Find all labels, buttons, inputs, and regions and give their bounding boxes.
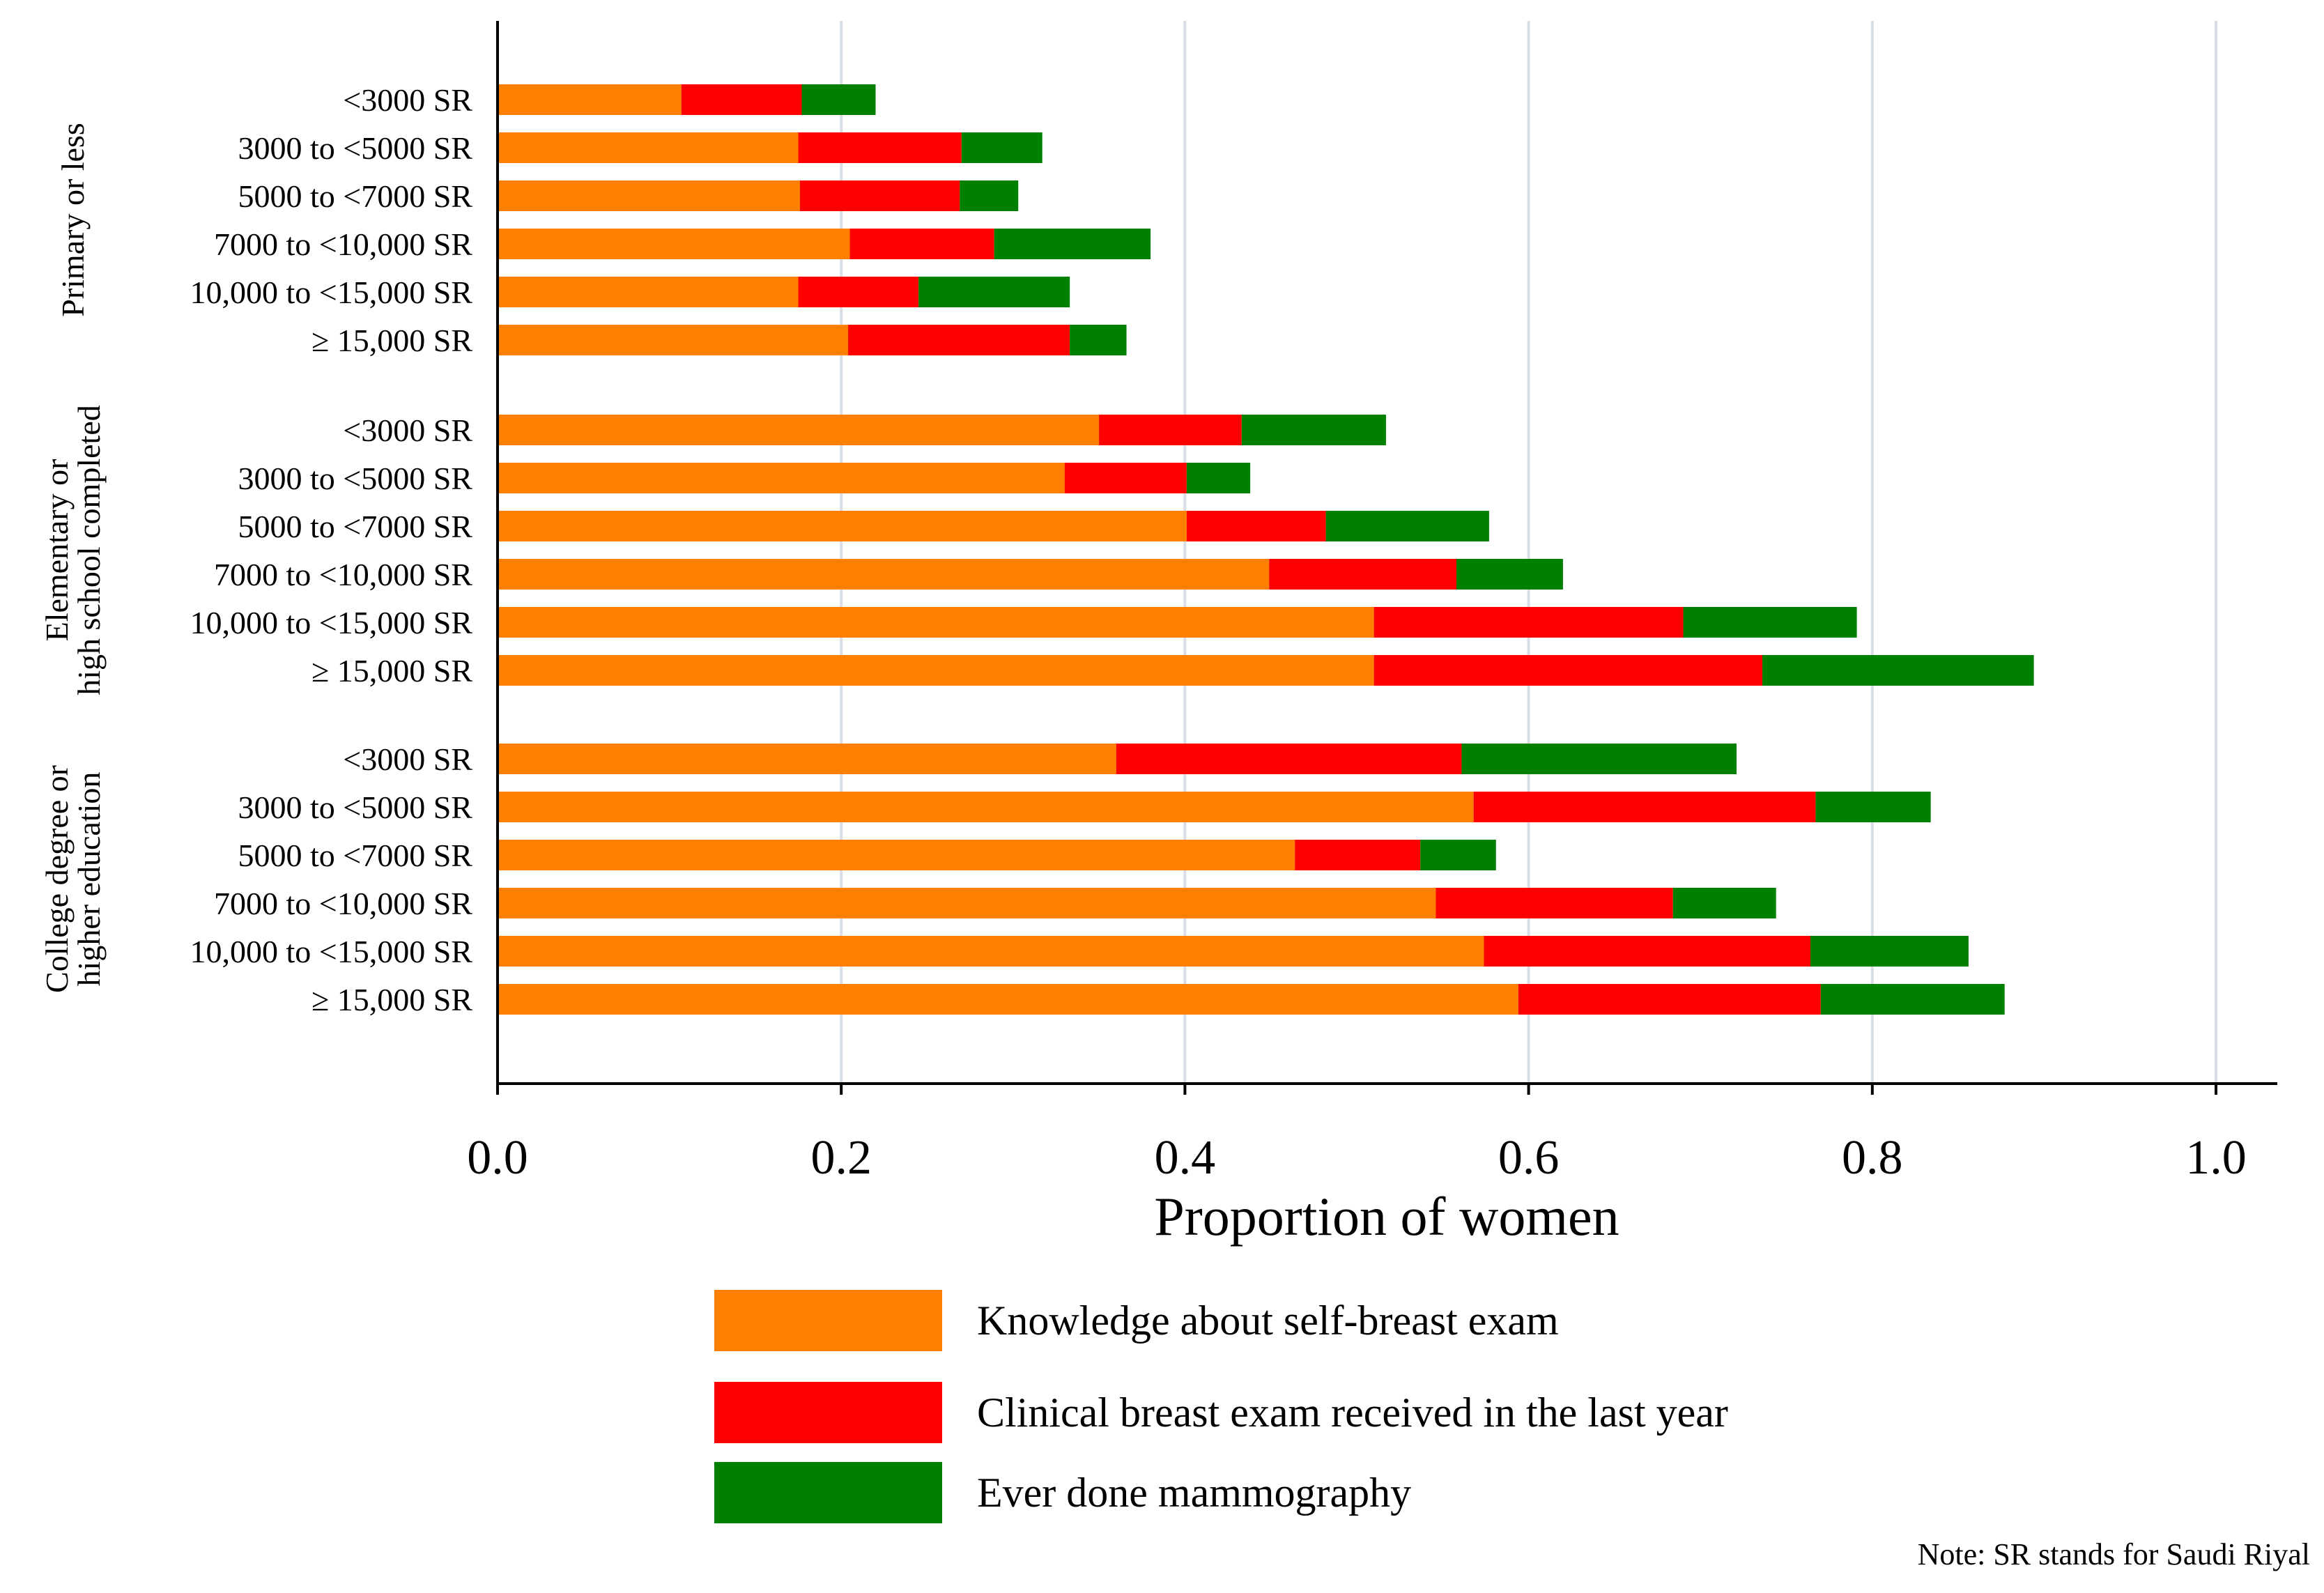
bar-segment-mammography: [918, 277, 1070, 307]
bar-segment-clinical: [1473, 792, 1816, 822]
bar-segment-knowledge: [498, 325, 849, 355]
bar-segment-mammography: [1810, 936, 1969, 967]
bar-segment-clinical: [800, 180, 960, 211]
bar-segment-knowledge: [498, 936, 1484, 967]
bar-segment-mammography: [994, 229, 1151, 259]
bar-segment-knowledge: [498, 559, 1270, 590]
y-tick-label: 3000 to <5000 SR: [238, 130, 473, 166]
x-ticks: 0.0 0.2 0.4 0.6 0.8 1.0: [467, 1084, 2247, 1185]
group-labels: Primary or less Elementary orhigh school …: [39, 123, 107, 993]
bar-segment-mammography: [801, 84, 876, 115]
bar-segment-knowledge: [498, 277, 799, 307]
y-tick-label: ≥ 15,000 SR: [311, 982, 472, 1017]
bar-segment-knowledge: [498, 840, 1295, 870]
y-tick-label: 5000 to <7000 SR: [238, 838, 473, 873]
y-tick-labels: <3000 SR 3000 to <5000 SR 5000 to <7000 SR…: [190, 82, 473, 1017]
y-tick-label: 10,000 to <15,000 SR: [190, 605, 473, 640]
bar-segment-clinical: [1373, 607, 1684, 638]
bar-segment-clinical: [1064, 463, 1187, 493]
bar-segment-knowledge: [498, 84, 682, 115]
bar-segment-mammography: [1456, 559, 1563, 590]
bar-segment-knowledge: [498, 229, 850, 259]
legend-label: Ever done mammography: [977, 1470, 1411, 1516]
y-tick-label: ≥ 15,000 SR: [311, 653, 472, 688]
bar-segment-knowledge: [498, 607, 1374, 638]
bar-segment-clinical: [681, 84, 802, 115]
legend-swatch: [714, 1462, 942, 1523]
bar-segment-mammography: [960, 180, 1019, 211]
bar-segment-mammography: [1762, 655, 2034, 686]
bar-segment-clinical: [798, 132, 962, 163]
y-tick-label: 5000 to <7000 SR: [238, 509, 473, 544]
y-tick-label: 10,000 to <15,000 SR: [190, 275, 473, 310]
bar-segment-clinical: [849, 229, 994, 259]
bar-segment-knowledge: [498, 744, 1116, 774]
y-tick-label: ≥ 15,000 SR: [311, 323, 472, 358]
bar-segment-clinical: [1436, 888, 1673, 918]
bar-segment-clinical: [1373, 655, 1762, 686]
bar-segment-mammography: [1325, 511, 1489, 541]
bar-segment-clinical: [1484, 936, 1811, 967]
y-tick-label: <3000 SR: [343, 413, 472, 448]
bar-segment-knowledge: [498, 888, 1436, 918]
x-tick-label: 0.6: [1498, 1131, 1560, 1185]
bar-segment-knowledge: [498, 655, 1374, 686]
bar-segment-clinical: [798, 277, 919, 307]
group-label: Primary or less: [55, 123, 91, 317]
bar-segment-mammography: [1420, 840, 1496, 870]
bar-segment-mammography: [1461, 744, 1737, 774]
bar-segment-mammography: [1820, 984, 2005, 1015]
axes: [496, 21, 2277, 1085]
y-tick-label: 5000 to <7000 SR: [238, 178, 473, 214]
bar-segment-knowledge: [498, 984, 1518, 1015]
bar-segment-clinical: [1116, 744, 1462, 774]
note-text: Note: SR stands for Saudi Riyal: [1918, 1537, 2310, 1571]
y-tick-label: <3000 SR: [343, 82, 472, 118]
legend-swatch: [714, 1382, 942, 1443]
bar-segment-knowledge: [498, 463, 1065, 493]
bar-segment-knowledge: [498, 180, 801, 211]
bar-segment-mammography: [1672, 888, 1776, 918]
bar-segment-mammography: [1186, 463, 1251, 493]
gridlines: [840, 21, 2217, 1084]
x-tick-label: 0.4: [1155, 1131, 1216, 1185]
x-tick-label: 0.8: [1842, 1131, 1903, 1185]
bars: [498, 84, 2034, 1015]
bar-segment-knowledge: [498, 511, 1187, 541]
bar-segment-mammography: [1241, 415, 1386, 445]
legend-swatch: [714, 1290, 942, 1351]
x-tick-label: 0.0: [467, 1131, 528, 1185]
bar-segment-knowledge: [498, 415, 1100, 445]
bar-segment-clinical: [1518, 984, 1821, 1015]
y-tick-label: 3000 to <5000 SR: [238, 790, 473, 825]
bar-segment-knowledge: [498, 132, 799, 163]
y-tick-label: 7000 to <10,000 SR: [214, 226, 472, 262]
y-tick-label: 10,000 to <15,000 SR: [190, 934, 473, 969]
bar-segment-clinical: [1269, 559, 1457, 590]
bar-segment-mammography: [1815, 792, 1931, 822]
bar-segment-mammography: [1683, 607, 1857, 638]
bar-segment-clinical: [848, 325, 1070, 355]
x-tick-label: 0.2: [810, 1131, 872, 1185]
y-tick-label: 7000 to <10,000 SR: [214, 886, 472, 921]
bar-segment-mammography: [1070, 325, 1127, 355]
x-tick-label: 1.0: [2185, 1131, 2247, 1185]
y-tick-label: 7000 to <10,000 SR: [214, 557, 472, 592]
bar-segment-clinical: [1099, 415, 1242, 445]
bar-segment-knowledge: [498, 792, 1474, 822]
group-label: College degree orhigher education: [39, 765, 107, 993]
legend-label: Knowledge about self-breast exam: [977, 1298, 1559, 1344]
bar-segment-mammography: [961, 132, 1042, 163]
legend: Knowledge about self-breast exam Clinical…: [714, 1290, 1728, 1523]
bar-segment-clinical: [1186, 511, 1326, 541]
bar-segment-clinical: [1295, 840, 1421, 870]
y-tick-label: <3000 SR: [343, 741, 472, 777]
y-tick-label: 3000 to <5000 SR: [238, 461, 473, 496]
x-axis-title: Proportion of women: [1154, 1186, 1619, 1247]
legend-label: Clinical breast exam received in the las…: [977, 1390, 1728, 1436]
group-label: Elementary orhigh school completed: [39, 405, 107, 695]
